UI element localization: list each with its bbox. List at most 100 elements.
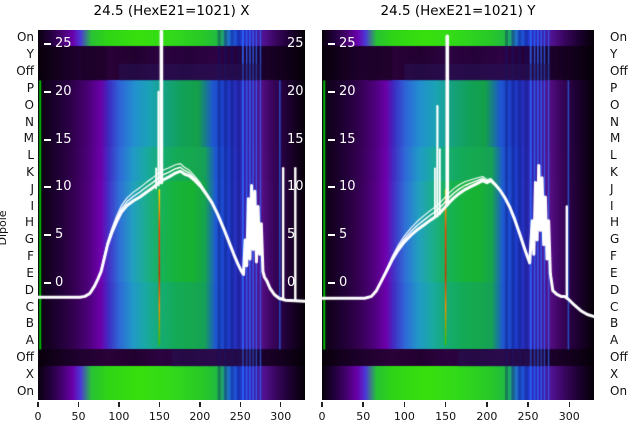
x-tick-label: 50 [71, 410, 86, 423]
dipole-label-right: J [610, 181, 614, 196]
x-tick-mark [568, 402, 571, 407]
dipole-label-right: L [610, 148, 617, 163]
heatmap-panel-x: 25 20 15 10 5 0 25 20 15 10 5 0 [38, 30, 305, 400]
dipole-label-right: P [610, 80, 618, 95]
inner-tick-mark [328, 234, 335, 237]
dipole-label-right: On [610, 383, 628, 398]
dipole-label-left: B [25, 316, 34, 331]
x-tick-mark [199, 402, 201, 407]
inner-tick-label: 20 [339, 83, 356, 99]
x-tick-label: 100 [393, 410, 415, 423]
dipole-label-left: O [24, 97, 34, 112]
dipole-label-left: N [25, 114, 34, 129]
inner-tick-mark [328, 43, 335, 45]
dipole-label-left: A [25, 333, 34, 348]
x-tick-label: 100 [108, 410, 130, 423]
dipole-label-left: G [24, 232, 34, 247]
dipole-label-right: O [610, 97, 620, 112]
dipole-label-left: M [23, 131, 34, 146]
dipole-label-right: Off [610, 64, 628, 79]
inner-tick-label: 15 [55, 131, 72, 147]
dipole-label-right: N [610, 114, 619, 129]
right-edge-tick-label: 0 [287, 275, 296, 290]
x-tick-label: 200 [189, 410, 211, 423]
dipole-label-right: A [610, 333, 619, 348]
x-tick-mark [321, 402, 323, 407]
dipole-label-left: Off [16, 349, 34, 364]
dipole-label-right: G [610, 232, 620, 247]
inner-tick-label: 15 [339, 131, 356, 147]
x-tick-mark [486, 402, 488, 407]
x-tick-mark [527, 402, 529, 407]
dipole-label-left: K [26, 164, 34, 179]
dipole-label-left: L [27, 148, 34, 163]
dipole-label-left: Y [26, 47, 34, 62]
inner-tick-mark [328, 186, 335, 189]
right-edge-tick-label: 15 [287, 131, 304, 147]
dipole-label-left: Off [16, 64, 34, 79]
x-tick-mark [158, 402, 161, 407]
dipole-label-left: E [26, 265, 34, 280]
x-tick-label: 50 [356, 410, 371, 423]
dipole-label-left: C [25, 299, 34, 314]
dipole-label-left: J [30, 181, 34, 196]
inner-tick-label: 0 [339, 275, 348, 290]
dipole-label-right: M [610, 131, 621, 146]
dipole-label-right: H [610, 215, 620, 230]
inner-tick-label: 5 [339, 227, 348, 243]
dipole-label-right: X [610, 366, 619, 381]
right-edge-tick-label: 10 [287, 179, 304, 195]
dipole-label-right: E [610, 265, 618, 280]
x-tick-mark [118, 402, 120, 407]
inner-tick-mark [44, 43, 51, 45]
right-edge-tick-label: 20 [287, 83, 304, 99]
inner-tick-label: 20 [55, 83, 72, 99]
dipole-label-left: H [24, 215, 34, 230]
dipole-label-right: B [610, 316, 619, 331]
inner-tick-mark [44, 282, 51, 284]
inner-tick-mark [328, 138, 335, 141]
inner-tick-label: 25 [55, 36, 72, 51]
dipole-label-right: On [610, 30, 628, 45]
dipole-label-left: D [24, 282, 34, 297]
x-tick-mark [362, 402, 364, 407]
x-tick-label: 250 [517, 410, 539, 423]
dipole-label-right: F [610, 249, 617, 264]
inner-tick-mark [44, 90, 51, 93]
inner-tick-mark [328, 90, 335, 93]
x-tick-label: 200 [476, 410, 498, 423]
heatmap-canvas-y [322, 30, 594, 400]
x-tick-mark [403, 402, 406, 407]
dipole-label-left: On [16, 30, 34, 45]
dipole-label-right: C [610, 299, 619, 314]
x-tick-label: 300 [558, 410, 580, 423]
x-tick-label: 250 [229, 410, 251, 423]
x-tick-label: 150 [148, 410, 170, 423]
x-tick-label: 150 [435, 410, 457, 423]
dipole-label-right: D [610, 282, 620, 297]
inner-tick-label: 10 [55, 179, 72, 195]
dipole-label-right: I [610, 198, 614, 213]
inner-tick-mark [328, 282, 335, 284]
inner-tick-label: 10 [339, 179, 356, 195]
inner-tick-label: 5 [55, 227, 64, 243]
x-tick-mark [279, 402, 282, 407]
dipole-label-left: F [27, 249, 34, 264]
inner-tick-label: 25 [339, 36, 356, 51]
x-tick-label: 0 [318, 410, 326, 423]
x-tick-label: 0 [34, 410, 42, 423]
inner-tick-mark [44, 186, 51, 189]
dipole-label-left: X [25, 366, 34, 381]
inner-tick-mark [44, 138, 51, 141]
panel-title-y: 24.5 (HexE21=1021) Y [380, 3, 536, 19]
right-edge-tick-label: 25 [287, 36, 304, 51]
x-tick-label: 300 [270, 410, 292, 423]
right-edge-tick-label: 5 [287, 227, 296, 243]
dipole-label-right: Off [610, 349, 628, 364]
dipole-label-right: K [610, 164, 618, 179]
x-tick-mark [444, 402, 447, 407]
inner-tick-mark [44, 234, 51, 237]
panel-title-x: 24.5 (HexE21=1021) X [93, 3, 250, 19]
x-tick-mark [37, 402, 39, 407]
